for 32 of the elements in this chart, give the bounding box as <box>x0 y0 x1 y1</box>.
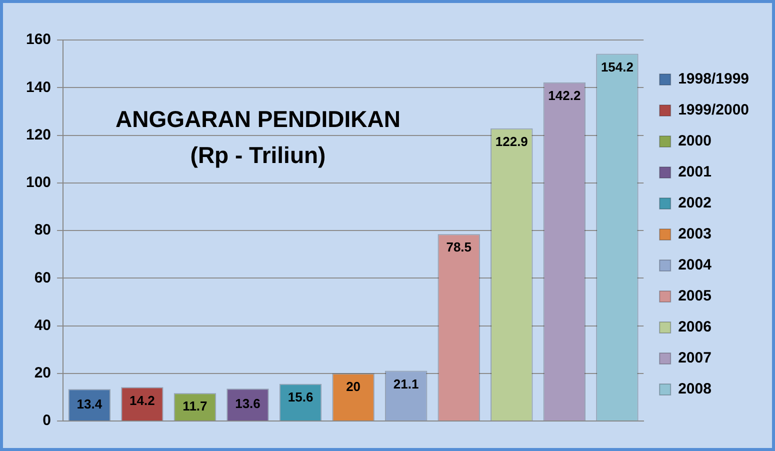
data-label: 78.5 <box>446 240 472 255</box>
data-label: 14.2 <box>130 392 155 408</box>
legend-label: 2006 <box>678 318 712 336</box>
data-label: 11.7 <box>182 398 208 414</box>
data-label: 13.4 <box>76 396 103 412</box>
legend-label: 2003 <box>678 226 712 243</box>
y-tick-label: 80 <box>34 222 52 239</box>
y-tick-label: 160 <box>26 31 52 48</box>
data-label: 142.2 <box>548 88 581 103</box>
legend-label: 2004 <box>678 256 712 274</box>
legend-label: 2002 <box>678 194 712 212</box>
legend-label: 2000 <box>678 132 712 150</box>
data-label: 20 <box>346 378 361 394</box>
y-tick-label: 0 <box>42 412 52 430</box>
y-tick-label: 20 <box>34 364 52 382</box>
data-label: 21.1 <box>393 376 419 392</box>
data-label: 13.6 <box>235 396 260 412</box>
legend-label: 2008 <box>678 380 712 398</box>
y-tick-label: 40 <box>34 316 52 334</box>
legend-label: 1999/2000 <box>678 102 749 119</box>
data-label: 122.9 <box>495 134 528 149</box>
data-label: 154.2 <box>600 59 634 74</box>
data-label: 15.6 <box>288 389 314 404</box>
y-tick-label: 120 <box>26 126 52 144</box>
legend-label: 1998/1999 <box>678 70 749 88</box>
y-tick-label: 100 <box>26 174 52 192</box>
y-tick-label: 140 <box>26 78 52 96</box>
text: ANGGARAN PENDIDIKAN (Rp - Triliun) <box>114 105 402 170</box>
legend-label: 2007 <box>678 350 712 367</box>
y-tick-label: 60 <box>34 269 52 286</box>
legend-label: 2005 <box>678 288 712 305</box>
legend-label: 2001 <box>678 164 712 181</box>
